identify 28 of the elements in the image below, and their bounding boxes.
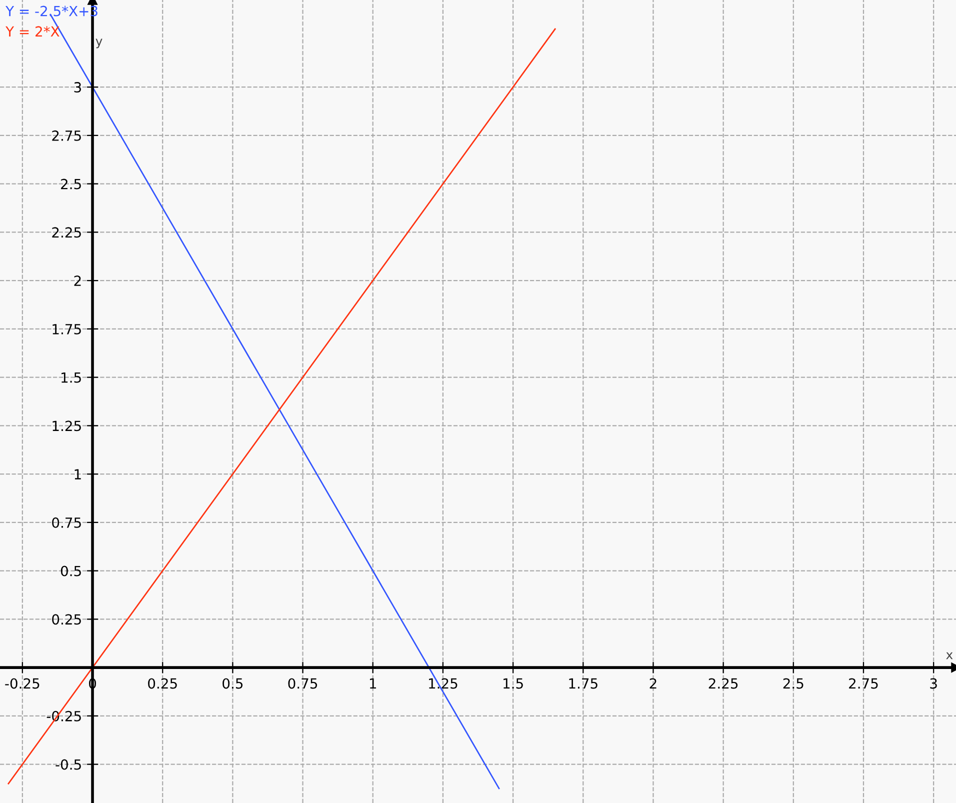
x-tick-label: 0.5 — [222, 678, 243, 689]
x-tick-label: 1.5 — [504, 678, 523, 689]
x-tick-label: 0.25 — [148, 678, 177, 689]
x-tick-label: 2.25 — [708, 678, 738, 689]
y-tick-label: -0.5 — [56, 759, 81, 770]
x-tick-label: 2.75 — [849, 678, 878, 689]
y-tick-label: 2 — [74, 276, 81, 286]
y-tick-label: 1.75 — [52, 324, 81, 334]
x-tick-label: 0.75 — [288, 678, 318, 689]
text: Y = 2*X — [6, 26, 60, 36]
x-tick-label: 2.5 — [783, 678, 804, 689]
x-tick-label: 3 — [930, 678, 937, 689]
x-tick-label: 1.75 — [569, 678, 598, 689]
y-tick-label: 2.25 — [52, 227, 81, 238]
y-tick-label: 2.5 — [61, 178, 81, 190]
x-tick-label: -0.25 — [5, 678, 40, 689]
y-tick-label: 0.5 — [60, 566, 81, 576]
y-tick-label: 1.25 — [52, 420, 81, 432]
x-axis-title: x — [946, 652, 953, 660]
y-axis-title: y — [96, 38, 102, 48]
y-tick-label: 1 — [74, 469, 81, 480]
y-tick-label: 1.5 — [62, 372, 81, 383]
y-tick-label: 0.25 — [52, 614, 81, 625]
x-tick-label: 1 — [370, 678, 376, 689]
y-tick-label: 2.75 — [52, 130, 81, 141]
y-tick-label: 3 — [74, 82, 81, 93]
y-tick-label: 0.75 — [52, 517, 81, 528]
x-tick-label: 2 — [650, 678, 656, 689]
